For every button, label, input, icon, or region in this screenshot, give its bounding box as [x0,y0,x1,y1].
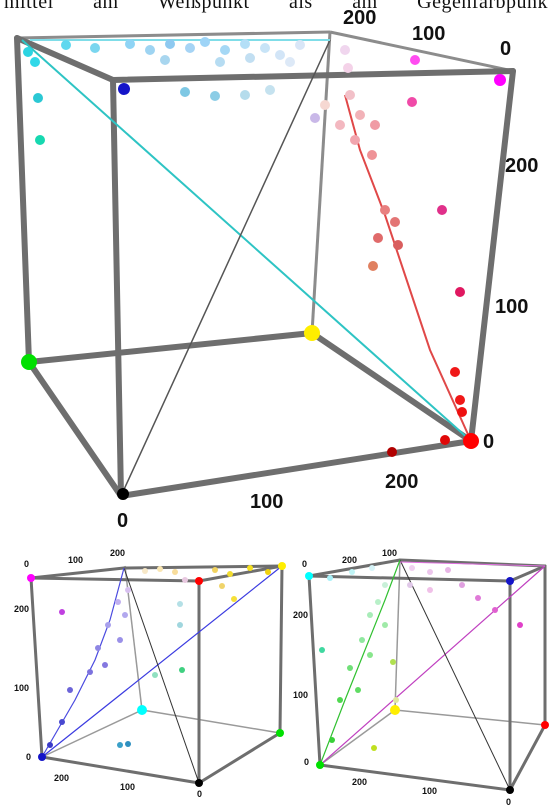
cube3-corner-yellow [390,705,400,715]
cube-green-view: 0 200 100 200 100 0 200 100 0 [293,548,549,807]
cube-red-view: 200 100 0 200 100 0 100 200 0 [14,7,538,532]
cube3-scatter [319,565,523,751]
cube3-corner-green [316,761,324,769]
cube3-back-edges [319,559,546,766]
cube1-corner-black [117,488,129,500]
caption-text: mittel am Weißpunkt als am Gegenfarbpunk [4,0,549,13]
cube3-tick-top-0: 0 [302,559,307,569]
cube1-tick-top-100: 100 [412,23,445,45]
cube1-tick-right-0: 0 [483,431,494,453]
cube1-corner-magenta [494,74,506,86]
cube1-color-path [344,94,472,442]
cube3-tick-left-200: 200 [293,610,308,620]
cube3-color-path [319,559,401,766]
cube1-back-edges [16,30,514,334]
cube2-tick-bottom-200: 200 [54,773,69,783]
cube1-corner-blue [118,83,130,95]
cube3-front-edges [307,558,547,792]
cube3-diagonals [319,559,546,791]
cube3-tick-top-200: 200 [342,555,357,565]
cube2-corner-blue [38,753,46,761]
cube1-tick-bottom-100: 100 [250,491,283,513]
cube2-tick-left-100: 100 [14,683,29,693]
cube1-corner-green [21,354,37,370]
cube1-tick-bottom-200: 200 [385,471,418,493]
cube2-tick-top-100: 100 [68,555,83,565]
cube2-tick-top-200: 200 [110,548,125,558]
cube3-corner-black [506,786,514,794]
cube3-tick-bottom-0: 0 [506,797,511,807]
cube1-tick-labels: 200 100 0 200 100 0 100 200 0 [117,7,538,532]
cube2-front-edges [29,564,284,785]
cube3-corner-blue [506,577,514,585]
cube2-diagonal-black-white [123,567,200,784]
cube1-corner-red [463,433,479,449]
cube2-corner-magenta [27,574,35,582]
cube2-corner-green [276,729,284,737]
cube3-diagonal-black-white [399,559,511,791]
cube3-tick-bottom-100: 100 [422,786,437,796]
cube1-diagonal-cyan-red [21,39,472,442]
cube2-scatter [47,565,271,748]
cube2-tick-labels: 0 100 200 200 100 0 200 100 0 [14,548,202,799]
cube2-corner-black [195,779,203,787]
cube2-tick-top-0: 0 [24,559,29,569]
caption-strip: mittel am Weißpunkt als am Gegenfarbpunk [0,0,554,26]
cube2-tick-left-0: 0 [26,752,31,762]
cube1-tick-right-100: 100 [495,296,528,318]
cube1-corner-yellow [304,325,320,341]
cube2-corner-cyan [137,705,147,715]
cube2-diagonal-blue-yellow [41,565,283,758]
cube1-front-edges [14,35,516,499]
cube-blue-view: 0 100 200 200 100 0 200 100 0 [14,548,286,799]
cube3-tick-left-0: 0 [304,757,309,767]
cube1-tick-bottom-0: 0 [117,510,128,532]
cube1-scatter [23,37,467,457]
cube2-tick-bottom-100: 100 [120,782,135,792]
cube3-corner-red [541,721,549,729]
cube2-tick-bottom-0: 0 [197,789,202,799]
cube2-corners [27,562,286,787]
cube3-tick-top-100: 100 [382,548,397,558]
cube1-diagonals [21,39,472,497]
cube1-diagonal-black-white [120,39,331,497]
cube1-tick-top-200: 200 [343,7,376,29]
cube3-diagonal-green-magenta [319,565,546,766]
cube2-corner-yellow [278,562,286,570]
cube3-corners [305,572,549,794]
cube3-top-magenta-line [399,561,546,567]
cube3-tick-labels: 0 200 100 200 100 0 200 100 0 [293,548,511,807]
cube2-color-path [41,567,125,758]
cube2-corner-red [195,577,203,585]
cube1-tick-top-0: 0 [500,38,511,60]
cube2-diagonals [41,565,283,784]
cube1-tick-right-200: 200 [505,155,538,177]
cube2-tick-left-200: 200 [14,604,29,614]
cube3-corner-cyan [305,572,313,580]
cube1-corners [21,74,506,500]
cube3-tick-bottom-200: 200 [352,777,367,787]
cube3-tick-left-100: 100 [293,690,308,700]
